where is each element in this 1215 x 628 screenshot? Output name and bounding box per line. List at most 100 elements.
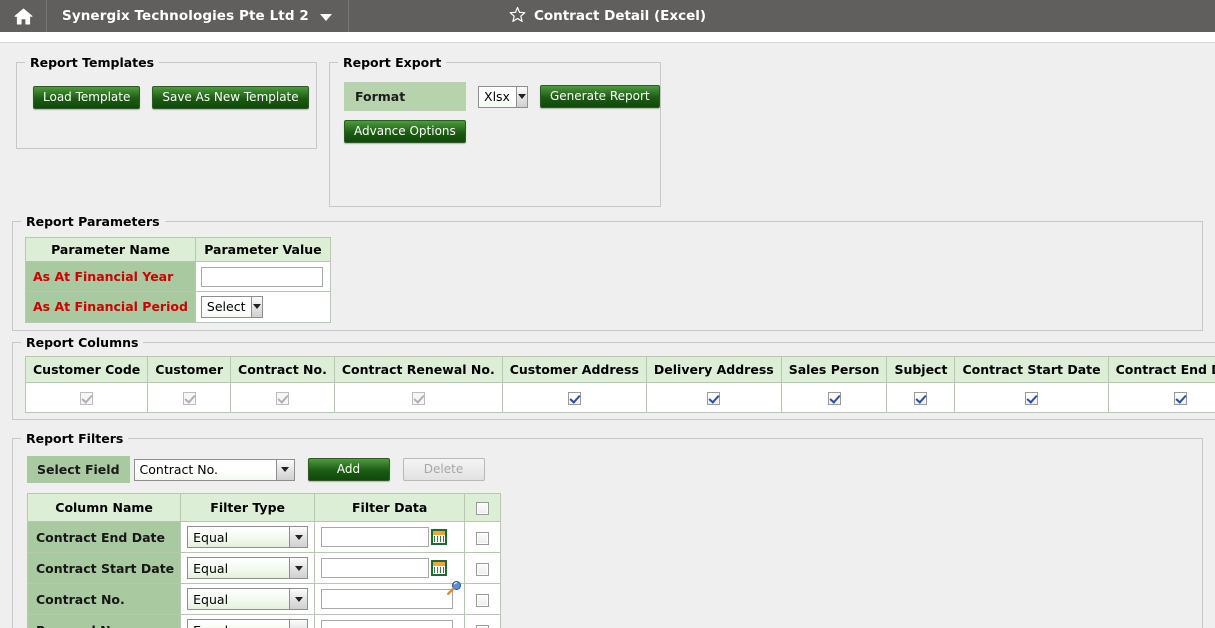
page-body: Report Templates Load Template Save As N… bbox=[0, 43, 1215, 628]
col-cell-0 bbox=[25, 382, 149, 413]
filter-data-input-2[interactable] bbox=[321, 589, 454, 609]
param-name-financial-year: As At Financial Year bbox=[25, 261, 196, 292]
column-checkbox-sales-person[interactable] bbox=[827, 392, 841, 405]
filter-type-select-3[interactable]: Equal bbox=[187, 619, 309, 628]
select-field-dropdown[interactable]: Contract No. bbox=[133, 458, 295, 481]
report-filters-panel: Report Filters Select Field Contract No.… bbox=[12, 431, 1203, 628]
table-header-row: Customer Code Customer Contract No. Contrac… bbox=[25, 356, 1215, 383]
filter-data-wrap-1 bbox=[321, 558, 458, 578]
filter-row-checkbox-cell-3 bbox=[464, 614, 502, 628]
filter-data-cell-3 bbox=[314, 614, 466, 628]
filter-type-cell-2: Equal bbox=[180, 583, 316, 615]
filter-row-checkbox-cell-2 bbox=[464, 583, 502, 615]
report-export-legend: Report Export bbox=[343, 55, 442, 70]
chevron-down-icon bbox=[275, 459, 294, 480]
table-row: As At Financial Year bbox=[25, 261, 331, 292]
report-parameters-table: Parameter Name Parameter Value As At Fin… bbox=[25, 237, 331, 323]
as-at-financial-year-input[interactable] bbox=[200, 266, 323, 287]
as-at-financial-period-select[interactable]: Select bbox=[200, 295, 263, 318]
filter-type-select-0[interactable]: Equal bbox=[187, 526, 309, 548]
col-parameter-value: Parameter Value bbox=[194, 237, 331, 262]
filter-type-select-1[interactable]: Equal bbox=[187, 557, 309, 579]
col-cell-1 bbox=[147, 382, 232, 413]
report-parameters-panel: Report Parameters Parameter Name Paramet… bbox=[12, 214, 1203, 331]
table-row: Contract No. Equal bbox=[26, 581, 502, 615]
format-select[interactable]: Xlsx bbox=[478, 85, 528, 108]
filter-data-wrap-2 bbox=[321, 581, 462, 609]
col-header-contract-renewal-no: Contract Renewal No. bbox=[333, 356, 503, 383]
chevron-down-icon bbox=[289, 589, 308, 609]
chevron-down-icon bbox=[319, 13, 332, 21]
filter-row-checkbox-0[interactable] bbox=[476, 531, 490, 545]
column-checkbox-contract-no bbox=[275, 392, 289, 405]
filter-row-checkbox-cell-1 bbox=[464, 552, 502, 584]
filter-row-checkbox-3[interactable] bbox=[476, 624, 490, 628]
column-checkbox-delivery-address[interactable] bbox=[707, 392, 721, 405]
report-export-body: Format Xlsx Generate Report Advance Opti… bbox=[330, 70, 660, 143]
filter-row-checkbox-2[interactable] bbox=[476, 593, 490, 607]
filter-data-wrap-0 bbox=[321, 527, 458, 547]
column-checkbox-customer-address[interactable] bbox=[567, 392, 581, 405]
col-select-all bbox=[464, 493, 502, 522]
page-title-area: Contract Detail (Excel) bbox=[0, 0, 1215, 32]
home-button[interactable] bbox=[0, 0, 47, 32]
column-checkbox-contract-start-date[interactable] bbox=[1025, 392, 1039, 405]
as-at-financial-period-value: Select bbox=[201, 296, 252, 317]
column-checkbox-customer-code bbox=[80, 392, 94, 405]
filter-column-name-2: Contract No. bbox=[26, 583, 182, 615]
param-value-financial-year-cell bbox=[194, 261, 331, 292]
param-name-financial-period: As At Financial Period bbox=[25, 290, 196, 323]
load-template-button[interactable]: Load Template bbox=[33, 86, 141, 109]
top-header-bar: Synergix Technologies Pte Ltd 2 Contract… bbox=[0, 0, 1215, 32]
col-cell-2 bbox=[230, 382, 335, 413]
column-checkbox-contract-end-date[interactable] bbox=[1173, 392, 1187, 405]
calendar-icon[interactable] bbox=[431, 560, 448, 576]
calendar-icon[interactable] bbox=[431, 529, 448, 545]
home-icon bbox=[14, 8, 33, 25]
select-field-value: Contract No. bbox=[134, 459, 276, 480]
col-cell-4 bbox=[501, 382, 647, 413]
filter-type-select-2[interactable]: Equal bbox=[187, 588, 309, 610]
report-columns-table: Customer Code Customer Contract No. Contrac… bbox=[25, 356, 1215, 413]
advance-options-button[interactable]: Advance Options bbox=[344, 120, 466, 143]
company-selector[interactable]: Synergix Technologies Pte Ltd 2 bbox=[47, 0, 349, 32]
filter-type-value-2: Equal bbox=[188, 589, 290, 609]
col-parameter-name: Parameter Name bbox=[25, 237, 196, 262]
table-header-row: Parameter Name Parameter Value bbox=[25, 237, 331, 262]
filter-column-name-0: Contract End Date bbox=[26, 521, 182, 553]
select-field-label: Select Field bbox=[27, 456, 130, 483]
column-checkbox-contract-renewal-no bbox=[411, 392, 425, 405]
report-columns-scroll[interactable]: Customer Code Customer Contract No. Contrac… bbox=[25, 356, 1215, 413]
column-checkbox-subject[interactable] bbox=[914, 392, 928, 405]
filter-data-wrap-3 bbox=[321, 620, 458, 628]
page-title: Contract Detail (Excel) bbox=[533, 8, 707, 24]
lookup-icon[interactable] bbox=[446, 580, 462, 596]
save-as-new-template-button[interactable]: Save As New Template bbox=[152, 86, 309, 109]
col-column-name: Column Name bbox=[26, 493, 182, 522]
add-filter-button[interactable]: Add bbox=[307, 458, 390, 481]
star-icon[interactable] bbox=[509, 6, 526, 27]
filter-row-checkbox-1[interactable] bbox=[476, 562, 490, 576]
delete-filter-button[interactable]: Delete bbox=[402, 458, 485, 481]
filter-data-cell-1 bbox=[314, 552, 466, 584]
col-header-contract-no: Contract No. bbox=[230, 356, 335, 383]
table-row: Contract Start Date Equal bbox=[26, 552, 502, 584]
report-filters-legend: Report Filters bbox=[26, 431, 124, 446]
col-header-customer-address: Customer Address bbox=[501, 356, 647, 383]
format-label: Format bbox=[344, 82, 466, 111]
select-all-checkbox[interactable] bbox=[476, 502, 490, 515]
filter-data-input-1[interactable] bbox=[321, 558, 430, 578]
col-header-contract-end-date: Contract End Date bbox=[1107, 356, 1215, 383]
col-header-subject: Subject bbox=[886, 356, 956, 383]
col-header-sales-person: Sales Person bbox=[780, 356, 888, 383]
chevron-down-icon bbox=[515, 86, 527, 107]
filter-data-input-3[interactable] bbox=[321, 620, 454, 628]
advance-options-row: Advance Options bbox=[344, 111, 660, 143]
col-cell-3 bbox=[333, 382, 503, 413]
filter-data-input-0[interactable] bbox=[321, 527, 430, 547]
filter-row-checkbox-cell-0 bbox=[464, 521, 502, 553]
table-row: Renewal No. Equal bbox=[26, 614, 502, 628]
filter-type-value-1: Equal bbox=[188, 558, 290, 578]
generate-report-button[interactable]: Generate Report bbox=[540, 85, 660, 108]
report-export-panel: Report Export Format Xlsx Generate Repor… bbox=[329, 55, 661, 207]
